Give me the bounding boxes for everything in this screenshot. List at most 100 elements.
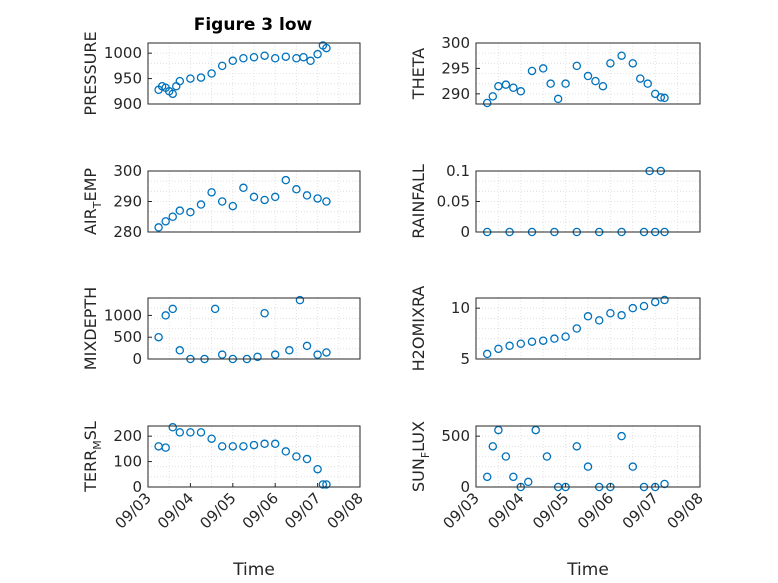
y-axis-label-part: SUN (409, 458, 428, 492)
y-axis-label-subscript: F (419, 452, 432, 458)
series-markers (154, 175, 331, 232)
data-point (583, 312, 593, 321)
y-axis-label: RAINFALL (409, 164, 428, 239)
data-point (260, 439, 269, 449)
data-point (253, 352, 262, 362)
data-point (161, 443, 170, 452)
chart-air_temp: 280 290 300 AIRTEMP (81, 162, 361, 241)
data-point (617, 431, 626, 441)
y-axis-label-subscript: M (91, 440, 104, 450)
chart-theta: 290 295 300 THETA (409, 34, 701, 108)
data-point (168, 212, 177, 221)
data-point (628, 462, 638, 471)
data-point (270, 54, 280, 63)
y-axis-label: PRESSURE (81, 31, 100, 115)
y-tick-label: 300 (441, 34, 470, 52)
data-point (175, 428, 185, 437)
data-point (553, 94, 563, 104)
y-tick-label: 950 (113, 70, 142, 88)
data-point (270, 350, 280, 359)
data-point (249, 440, 259, 450)
y-tick-label: 290 (441, 85, 470, 103)
data-point (505, 341, 514, 351)
data-point (313, 194, 322, 203)
data-point (482, 98, 492, 108)
data-point (546, 79, 555, 88)
data-point (168, 89, 177, 99)
data-point (656, 93, 666, 102)
y-axis-label: H2OMIXRA (409, 286, 428, 372)
data-point (509, 83, 518, 92)
data-point (270, 439, 280, 449)
data-point (524, 477, 533, 487)
x-axis-label: Time (232, 560, 275, 580)
data-point (660, 295, 669, 305)
data-point (488, 92, 498, 101)
data-point (538, 336, 548, 345)
data-point (591, 76, 600, 86)
data-point (210, 304, 220, 314)
data-point (281, 52, 291, 61)
y-tick-label: 0 (460, 223, 470, 241)
data-point (249, 192, 259, 202)
data-point (598, 81, 608, 91)
data-point (509, 472, 518, 482)
data-point (302, 191, 312, 200)
data-point (527, 337, 537, 346)
data-point (175, 76, 185, 86)
data-point (482, 349, 492, 359)
data-point (572, 324, 582, 333)
data-point (196, 428, 206, 437)
y-tick-label: 900 (113, 95, 142, 113)
y-axis-label-part: LUX (409, 421, 428, 452)
y-tick-label: 1000 (104, 44, 142, 62)
data-point (527, 66, 537, 76)
y-axis-label-part: AIR (81, 208, 100, 235)
data-point (295, 295, 305, 305)
data-point (207, 434, 216, 443)
y-axis-label-part: SL (81, 421, 100, 440)
data-point (239, 183, 248, 193)
data-point (606, 59, 615, 68)
data-point (186, 207, 195, 217)
y-tick-label: 300 (113, 162, 142, 180)
data-point (313, 464, 322, 474)
data-point (572, 442, 582, 451)
data-point (542, 452, 552, 461)
y-tick-label: 500 (441, 427, 470, 445)
data-point (617, 311, 626, 320)
data-point (186, 428, 195, 437)
y-tick-label: 290 (113, 193, 142, 211)
data-point (482, 472, 492, 482)
data-point (217, 61, 227, 71)
data-point (299, 52, 308, 62)
data-point (561, 79, 570, 88)
y-tick-label: 500 (113, 328, 142, 346)
y-tick-label: 295 (441, 59, 470, 77)
data-point (628, 303, 638, 313)
data-point (228, 56, 238, 66)
data-point (617, 51, 626, 60)
data-point (572, 61, 582, 71)
grid-lines (147, 426, 361, 487)
series-markers (154, 423, 331, 489)
y-axis-label: MIXDEPTH (81, 287, 100, 370)
data-point (285, 346, 294, 355)
axes-frame (475, 425, 701, 488)
axes-frame (475, 42, 701, 105)
series-markers (482, 51, 669, 108)
data-point (494, 344, 503, 354)
data-point (260, 51, 269, 60)
y-tick-label: 0 (132, 478, 142, 496)
data-point (561, 332, 570, 341)
data-point (318, 480, 328, 489)
axes-frame (147, 425, 361, 488)
data-point (217, 442, 227, 451)
y-axis-label-part: TERR (81, 450, 100, 493)
data-point (322, 348, 331, 357)
y-axis-label: TERRMSL (81, 421, 104, 493)
x-axis-label: Time (566, 560, 609, 580)
data-point (322, 43, 331, 53)
data-point (322, 480, 331, 489)
